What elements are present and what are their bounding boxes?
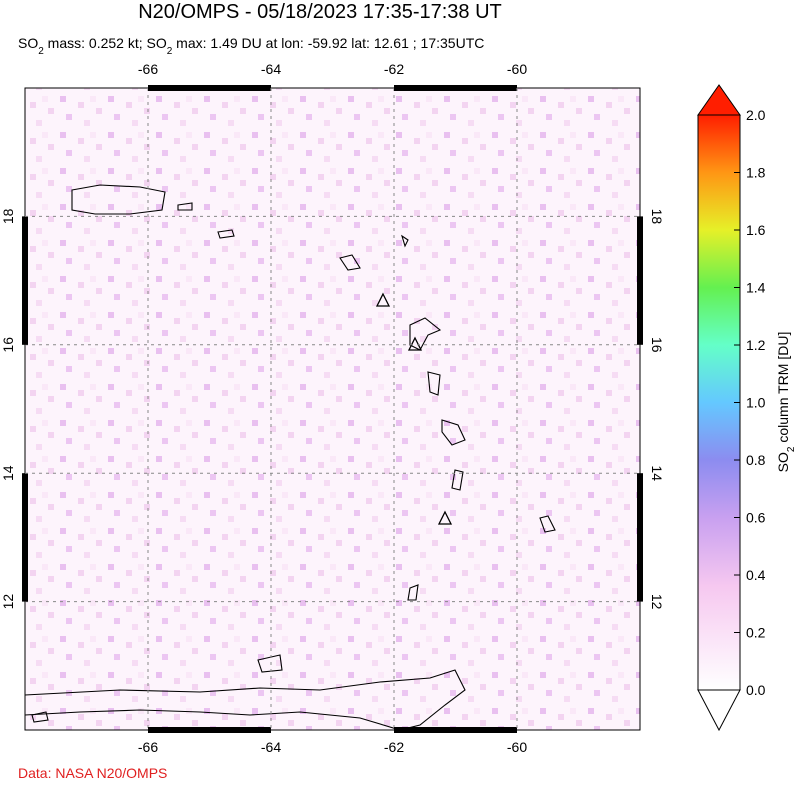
frame-bar: [22, 216, 28, 344]
colorbar-tick-label: 0.8: [746, 452, 766, 468]
colorbar-tick-label: 0.2: [746, 625, 766, 641]
y-tick-label-right: 12: [649, 594, 665, 610]
text-part: SO: [18, 35, 38, 51]
y-tick-label: 16: [0, 337, 16, 353]
y-tick-label-right: 14: [649, 465, 665, 481]
text-part: mass: 0.252 kt; SO: [44, 35, 167, 51]
y-tick-label: 18: [0, 208, 16, 224]
title: N20/OMPS - 05/18/2023 17:35-17:38 UT: [138, 1, 502, 23]
colorbar-tick-label: 1.2: [746, 337, 766, 353]
frame-bar: [22, 473, 28, 601]
colorbar-tick-label: 1.6: [746, 222, 766, 238]
colorbar-min-arrow: [698, 690, 740, 730]
frame-bar: [148, 727, 271, 733]
map-background: [25, 88, 640, 730]
x-tick-label-top: -60: [507, 61, 527, 77]
colorbar-tick-label: 1.0: [746, 395, 766, 411]
colorbar-tick-label: 0.4: [746, 567, 766, 583]
x-tick-label: -62: [384, 739, 404, 755]
colorbar-tick-label: 0.0: [746, 682, 766, 698]
text-part: SO: [775, 452, 791, 472]
colorbar-tick-label: 1.4: [746, 280, 766, 296]
source: Data: NASA N20/OMPS: [18, 765, 167, 781]
y-tick-label: 12: [0, 594, 16, 610]
colorbar: [698, 115, 740, 690]
colorbar-tick-label: 0.6: [746, 510, 766, 526]
x-tick-label: -64: [261, 739, 281, 755]
text-part: column TRM [DU]: [775, 332, 791, 447]
colorbar-label: SO2 column TRM [DU]: [775, 332, 795, 473]
y-tick-label-right: 16: [649, 337, 665, 353]
frame-bar: [637, 216, 643, 344]
x-tick-label: -66: [138, 739, 158, 755]
x-tick-label-top: -64: [261, 61, 281, 77]
colorbar-max-arrow: [698, 85, 740, 115]
frame-bar: [637, 473, 643, 601]
subtitle: SO2 mass: 0.252 kt; SO2 max: 1.49 DU at …: [18, 35, 484, 57]
y-tick-label: 14: [0, 465, 16, 481]
x-tick-label-top: -66: [138, 61, 158, 77]
x-tick-label: -60: [507, 739, 527, 755]
colorbar-tick-label: 1.8: [746, 165, 766, 181]
frame-bar: [394, 727, 517, 733]
y-tick-label-right: 18: [649, 209, 665, 225]
x-tick-label-top: -62: [384, 61, 404, 77]
frame-bar: [394, 85, 517, 91]
frame-bar: [148, 85, 271, 91]
colorbar-tick-label: 2.0: [746, 107, 766, 123]
text-part: max: 1.49 DU at lon: -59.92 lat: 12.61 ;…: [172, 35, 484, 51]
